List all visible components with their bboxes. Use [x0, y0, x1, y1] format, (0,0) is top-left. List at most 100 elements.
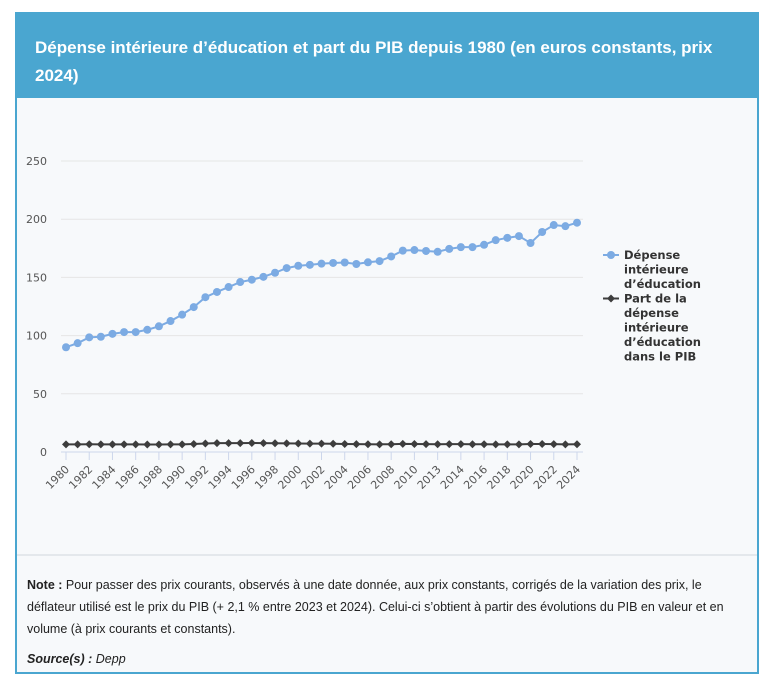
- data-point[interactable]: [387, 440, 396, 449]
- data-point[interactable]: [526, 439, 535, 448]
- data-point[interactable]: [166, 317, 175, 326]
- data-point[interactable]: [108, 329, 117, 338]
- data-point[interactable]: [445, 440, 454, 449]
- data-point[interactable]: [317, 439, 326, 448]
- data-point[interactable]: [201, 293, 210, 302]
- data-point[interactable]: [224, 283, 233, 292]
- data-point[interactable]: [143, 440, 152, 449]
- data-point[interactable]: [178, 440, 187, 449]
- data-point[interactable]: [538, 439, 547, 448]
- data-point[interactable]: [549, 221, 558, 230]
- data-point[interactable]: [398, 439, 407, 448]
- data-point[interactable]: [573, 440, 581, 449]
- x-tick-label: 1982: [66, 463, 95, 492]
- data-point[interactable]: [96, 332, 105, 341]
- data-point[interactable]: [468, 440, 477, 449]
- data-point[interactable]: [259, 272, 268, 281]
- data-point[interactable]: [259, 439, 268, 448]
- data-point[interactable]: [503, 440, 512, 449]
- data-point[interactable]: [526, 239, 535, 248]
- data-point[interactable]: [375, 440, 384, 449]
- data-point[interactable]: [189, 303, 198, 312]
- data-point[interactable]: [85, 333, 94, 342]
- data-point[interactable]: [305, 260, 314, 269]
- data-point[interactable]: [224, 439, 233, 448]
- data-point[interactable]: [410, 246, 419, 255]
- data-point[interactable]: [73, 440, 82, 449]
- chart-title: Dépense intérieure d’éducation et part d…: [17, 14, 757, 98]
- data-point[interactable]: [120, 440, 129, 449]
- x-tick-label: 2013: [415, 463, 444, 492]
- data-point[interactable]: [352, 440, 361, 449]
- data-point[interactable]: [305, 439, 314, 448]
- data-point[interactable]: [445, 244, 454, 253]
- data-point[interactable]: [433, 440, 442, 449]
- data-point[interactable]: [294, 439, 303, 448]
- data-point[interactable]: [514, 232, 523, 241]
- data-point[interactable]: [271, 268, 280, 277]
- data-point[interactable]: [491, 440, 500, 449]
- x-axis: 1980198219841986198819901992199419961998…: [43, 452, 583, 492]
- data-point[interactable]: [108, 440, 117, 449]
- data-point[interactable]: [85, 440, 94, 449]
- data-point[interactable]: [422, 440, 431, 449]
- data-point[interactable]: [282, 439, 291, 448]
- data-point[interactable]: [561, 222, 570, 231]
- data-point[interactable]: [329, 258, 338, 267]
- data-point[interactable]: [96, 440, 105, 449]
- data-point[interactable]: [410, 439, 419, 448]
- data-point[interactable]: [212, 439, 221, 448]
- data-point[interactable]: [352, 260, 361, 269]
- x-tick-label: 2020: [508, 463, 537, 492]
- data-point[interactable]: [456, 440, 465, 449]
- data-point[interactable]: [538, 228, 547, 237]
- data-point[interactable]: [480, 240, 489, 249]
- data-point[interactable]: [433, 247, 442, 256]
- data-point[interactable]: [294, 261, 303, 270]
- data-point[interactable]: [340, 439, 349, 448]
- data-point[interactable]: [247, 275, 256, 284]
- legend-item-part-pib[interactable]: Part de ladépenseintérieured’éducationda…: [603, 292, 701, 364]
- data-point[interactable]: [154, 440, 163, 449]
- data-point[interactable]: [387, 252, 396, 261]
- data-point[interactable]: [561, 440, 570, 449]
- data-point[interactable]: [131, 440, 140, 449]
- data-point[interactable]: [120, 328, 129, 337]
- data-point[interactable]: [143, 325, 152, 334]
- data-point[interactable]: [398, 246, 407, 255]
- legend-label: Part de la: [624, 292, 687, 306]
- data-point[interactable]: [154, 322, 163, 331]
- data-point[interactable]: [62, 440, 70, 449]
- data-point[interactable]: [189, 439, 198, 448]
- data-point[interactable]: [178, 310, 187, 319]
- y-tick-label: 150: [26, 271, 47, 284]
- data-point[interactable]: [282, 264, 291, 273]
- data-point[interactable]: [456, 243, 465, 252]
- data-point[interactable]: [375, 257, 384, 266]
- data-point[interactable]: [480, 440, 489, 449]
- data-point[interactable]: [468, 243, 477, 252]
- data-point[interactable]: [166, 440, 175, 449]
- data-point[interactable]: [271, 439, 280, 448]
- data-point[interactable]: [73, 339, 82, 348]
- data-point[interactable]: [201, 439, 210, 448]
- data-point[interactable]: [514, 440, 523, 449]
- legend-label: dépense: [624, 306, 679, 320]
- data-point[interactable]: [236, 278, 245, 287]
- data-point[interactable]: [131, 328, 140, 337]
- data-point[interactable]: [212, 287, 221, 296]
- data-point[interactable]: [236, 439, 245, 448]
- data-point[interactable]: [363, 258, 372, 267]
- data-point[interactable]: [247, 439, 256, 448]
- data-point[interactable]: [549, 440, 558, 449]
- data-point[interactable]: [62, 343, 70, 352]
- data-point[interactable]: [317, 259, 326, 268]
- data-point[interactable]: [491, 236, 500, 245]
- data-point[interactable]: [503, 233, 512, 242]
- data-point[interactable]: [363, 440, 372, 449]
- data-point[interactable]: [422, 246, 431, 255]
- data-point[interactable]: [329, 439, 338, 448]
- data-point[interactable]: [573, 218, 581, 227]
- data-point[interactable]: [340, 258, 349, 267]
